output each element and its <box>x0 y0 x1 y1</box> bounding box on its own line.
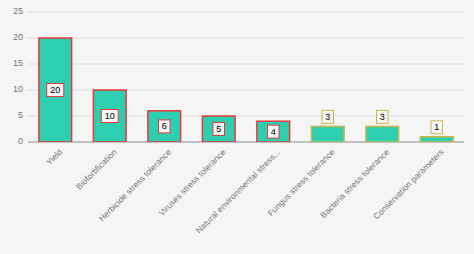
bar <box>311 126 344 142</box>
data-labels: 20 10 6 5 4 3 3 1 <box>47 84 443 139</box>
data-label-box <box>377 110 389 123</box>
bar <box>420 137 453 142</box>
grid-line <box>28 64 464 65</box>
chart-container: 0 5 10 15 20 25 20 10 6 5 4 3 3 1 Yield Biofortificatio… <box>0 0 474 254</box>
grid-line <box>28 12 464 13</box>
y-tick-label: 0 <box>18 136 23 146</box>
bar <box>93 90 126 142</box>
data-label: 10 <box>105 111 115 121</box>
data-label: 3 <box>325 112 330 122</box>
x-tick-labels: YieldBiofortificationHerbicide stress to… <box>44 147 446 236</box>
data-label: 4 <box>271 127 276 137</box>
y-tick-label: 10 <box>13 84 23 94</box>
data-label: 3 <box>380 112 385 122</box>
x-tick-label: Conservation parameters <box>371 147 446 222</box>
y-tick-label: 25 <box>13 6 23 16</box>
grid <box>28 12 464 142</box>
bar <box>366 126 399 142</box>
y-tick-label: 5 <box>18 110 23 120</box>
grid-line <box>28 38 464 39</box>
bar <box>39 38 72 142</box>
data-label: 1 <box>434 122 439 132</box>
data-label-box <box>47 84 64 97</box>
data-label: 5 <box>216 124 221 134</box>
data-label-box <box>159 120 171 133</box>
bars <box>39 38 453 142</box>
y-tick-label: 20 <box>13 32 23 42</box>
x-tick-label: Biofortification <box>74 147 119 192</box>
data-label-box <box>322 110 334 123</box>
data-label-box <box>213 123 225 136</box>
bar <box>148 111 181 142</box>
data-label: 6 <box>162 121 167 131</box>
data-label-box <box>101 110 118 123</box>
chart-svg: 0 5 10 15 20 25 20 10 6 5 4 3 3 1 Yield Biofortificatio… <box>0 0 474 254</box>
data-label-box <box>431 121 443 134</box>
bar <box>257 121 290 142</box>
data-label: 20 <box>50 85 60 95</box>
y-tick-label: 15 <box>13 58 23 68</box>
x-tick-label: Natural environmental stress... <box>194 147 283 236</box>
x-tick-label: Yield <box>44 147 64 167</box>
background <box>0 0 474 254</box>
bar <box>202 116 235 142</box>
data-label-box <box>268 125 280 138</box>
